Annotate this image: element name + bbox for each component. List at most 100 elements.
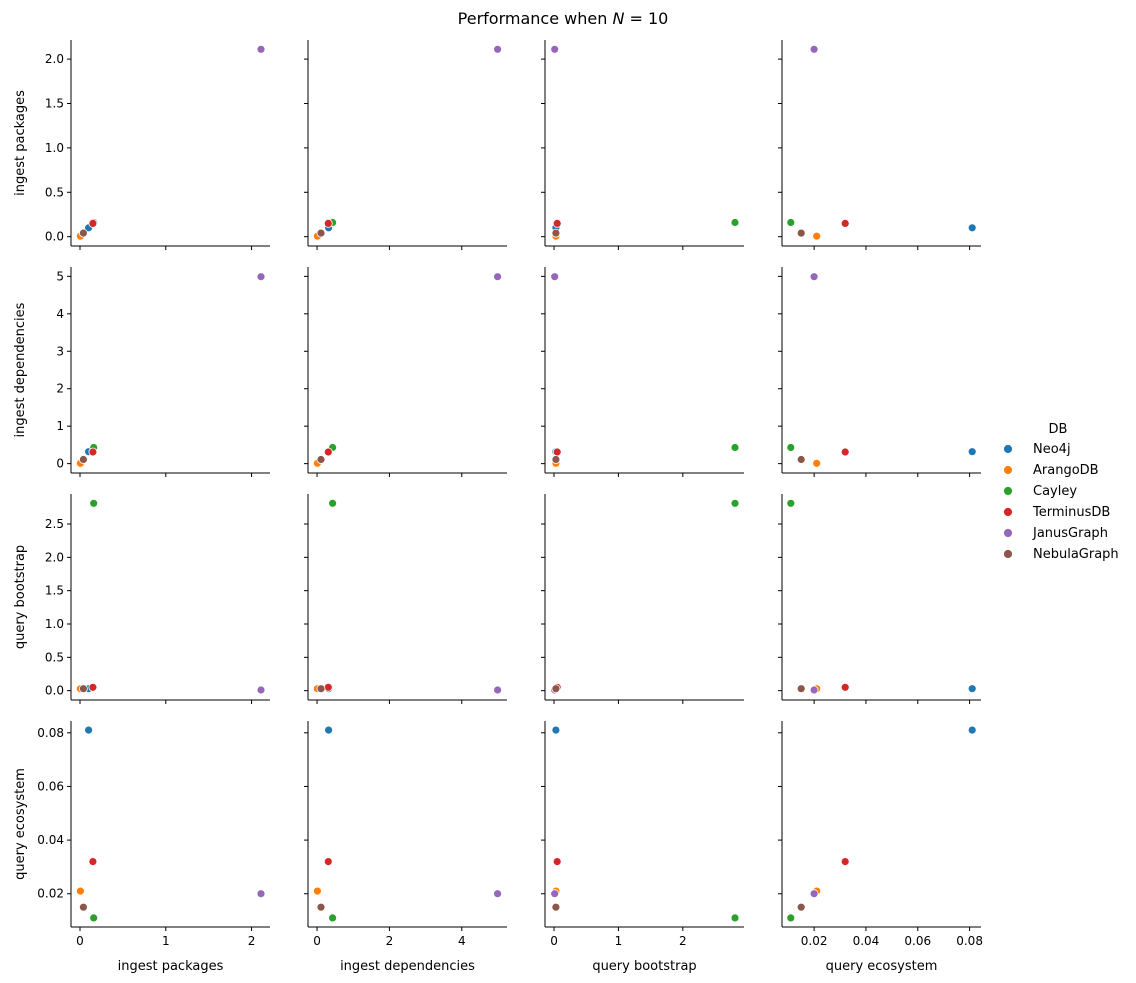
point-cayley	[730, 498, 740, 508]
x-tick-label: 0	[313, 934, 321, 948]
point-terminusdb	[840, 447, 850, 457]
point-terminusdb	[88, 857, 98, 866]
x-tick-label: 0	[550, 934, 558, 948]
legend-label: JanusGraph	[1032, 526, 1108, 541]
legend-label: NebulaGraph	[1033, 547, 1119, 562]
point-nebulagraph	[79, 228, 88, 238]
point-neo4j	[324, 725, 334, 735]
y-axis-label: query bootstrap	[13, 545, 28, 649]
legend-item-neo4j: Neo4j	[1003, 442, 1071, 457]
panel-ingest-packages-vs-ingest-dependencies	[304, 40, 507, 250]
chart-title: Performance when N = 10	[458, 9, 669, 28]
point-cayley	[786, 498, 796, 508]
point-terminusdb	[552, 857, 562, 866]
point-terminusdb	[840, 857, 850, 866]
point-janusgraph	[256, 685, 266, 695]
point-terminusdb	[323, 447, 333, 457]
y-axis-label: ingest packages	[13, 90, 28, 196]
point-nebulagraph	[796, 902, 806, 912]
point-janusgraph	[550, 44, 560, 54]
point-nebulagraph	[316, 228, 326, 238]
point-arangodb	[812, 231, 822, 241]
x-tick-label: 0	[76, 934, 84, 948]
panel-ingest-packages-vs-query-bootstrap	[541, 40, 744, 250]
y-tick-label: 2.0	[45, 52, 64, 66]
y-tick-label: 5	[56, 269, 64, 283]
legend-items: Neo4j ArangoDB Cayley TerminusDB JanusGraph N…	[1003, 442, 1119, 562]
point-terminusdb	[323, 218, 333, 228]
panel-query-ecosystem-vs-ingest-packages: 0.02 0.04 0.06 0.08 0 1 2 query ecosystem ingest…	[13, 721, 270, 974]
y-axis-label: query ecosystem	[13, 768, 28, 880]
legend-marker	[1003, 549, 1013, 559]
point-neo4j	[967, 223, 977, 233]
legend-label: Neo4j	[1033, 442, 1071, 457]
point-cayley	[786, 443, 796, 452]
legend-label: Cayley	[1033, 484, 1077, 499]
point-terminusdb	[552, 447, 562, 457]
point-neo4j	[551, 725, 561, 735]
panel-query-ecosystem-vs-ingest-dependencies: 0 2 4 ingest dependencies	[304, 721, 507, 974]
point-cayley	[328, 498, 338, 508]
x-tick-label: 0.06	[904, 934, 931, 948]
point-nebulagraph	[79, 684, 88, 694]
x-tick-label: 0.02	[801, 934, 828, 948]
point-janusgraph	[809, 44, 819, 54]
y-tick-label: 1.0	[45, 617, 64, 631]
point-nebulagraph	[551, 228, 561, 238]
y-tick-label: 0.08	[37, 726, 64, 740]
point-janusgraph	[493, 272, 503, 282]
legend-marker	[1003, 444, 1013, 454]
point-terminusdb	[88, 218, 98, 228]
x-tick-label: 0.04	[853, 934, 880, 948]
x-tick-label: 1	[162, 934, 170, 948]
point-janusgraph	[809, 272, 819, 282]
point-nebulagraph	[316, 902, 326, 912]
panel-ingest-packages-vs-query-ecosystem	[778, 40, 981, 250]
chart-title-math-rest: = 10	[624, 9, 668, 28]
point-cayley	[786, 913, 796, 923]
x-axis-label: query bootstrap	[592, 959, 696, 974]
panel-ingest-dependencies-vs-query-bootstrap	[541, 267, 744, 477]
panel-query-bootstrap-vs-ingest-dependencies	[304, 494, 507, 704]
point-cayley	[730, 913, 740, 923]
x-tick-label: 2	[679, 934, 687, 948]
y-tick-label: 2.5	[45, 517, 64, 531]
point-terminusdb	[552, 218, 562, 228]
point-terminusdb	[88, 447, 98, 457]
panel-ingest-dependencies-vs-ingest-packages: 0 1 2 3 4 5 ingest dependencies	[13, 267, 270, 477]
y-tick-label: 0.5	[45, 185, 64, 199]
panel-ingest-dependencies-vs-ingest-dependencies	[304, 267, 507, 477]
point-arangodb	[812, 458, 822, 468]
x-axis-label: query ecosystem	[826, 959, 938, 974]
point-janusgraph	[493, 685, 503, 695]
panel-query-ecosystem-vs-query-ecosystem: 0.02 0.04 0.06 0.08 query ecosystem	[778, 721, 983, 974]
x-tick-label: 0.08	[956, 934, 983, 948]
point-terminusdb	[840, 682, 850, 692]
chart-title-prefix: Performance when	[458, 9, 613, 28]
legend: DB Neo4j ArangoDB Cayley TerminusDB JanusGra…	[1003, 422, 1119, 562]
point-nebulagraph	[551, 684, 561, 694]
y-tick-label: 0.0	[45, 684, 64, 698]
y-tick-label: 4	[56, 307, 64, 321]
y-tick-label: 0	[56, 457, 64, 471]
legend-item-terminusdb: TerminusDB	[1003, 505, 1110, 520]
y-tick-label: 2	[56, 382, 64, 396]
panel-ingest-packages-vs-ingest-packages: 0.0 0.5 1.0 1.5 2.0 ingest packages	[13, 40, 270, 250]
y-tick-label: 1	[56, 419, 64, 433]
x-tick-label: 1	[615, 934, 623, 948]
point-nebulagraph	[796, 684, 806, 694]
y-tick-label: 3	[56, 344, 64, 358]
legend-title: DB	[1049, 422, 1068, 437]
point-janusgraph	[550, 889, 560, 899]
chart-title-math-var: N	[612, 9, 624, 28]
point-arangodb	[312, 886, 322, 896]
point-nebulagraph	[316, 684, 326, 694]
point-nebulagraph	[796, 228, 806, 238]
y-tick-label: 0.5	[45, 650, 64, 664]
x-tick-label: 4	[458, 934, 466, 948]
point-cayley	[89, 498, 99, 508]
point-nebulagraph	[796, 455, 806, 464]
point-neo4j	[967, 447, 977, 457]
point-nebulagraph	[551, 902, 561, 912]
